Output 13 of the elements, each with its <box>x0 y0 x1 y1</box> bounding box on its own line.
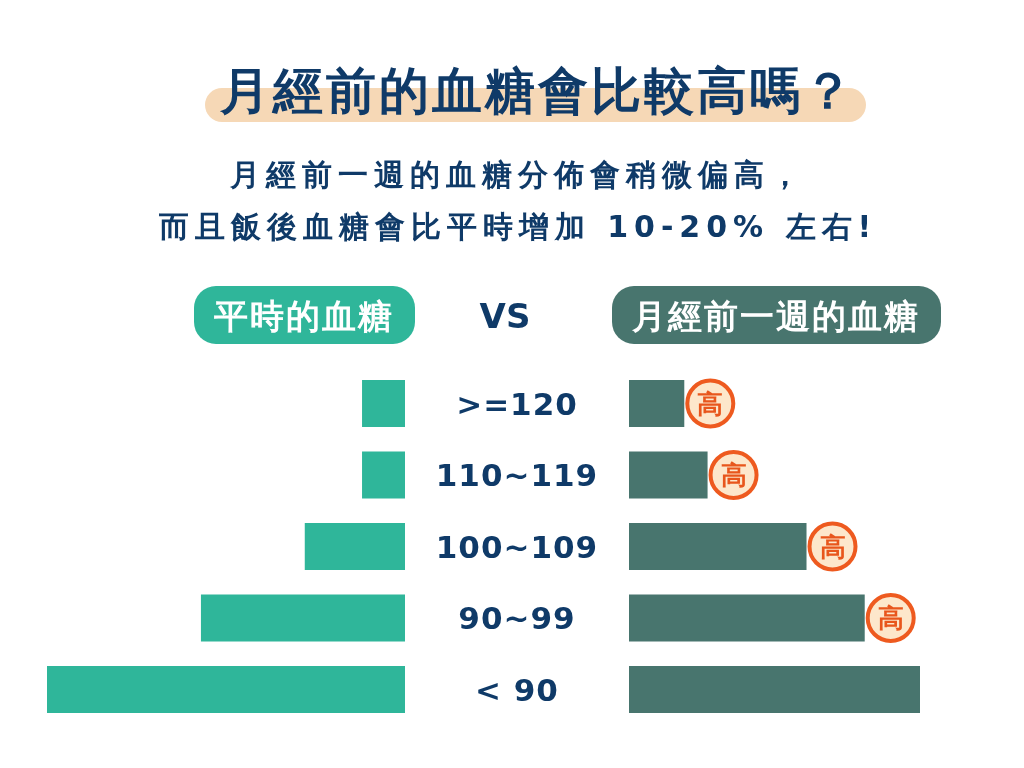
series-label: 月經前一週的血糖 <box>631 296 920 336</box>
annotation: 高 <box>697 388 724 419</box>
annotation: VS <box>479 296 531 336</box>
subtitle: 月經前一週的血糖分佈會稍微偏高，而且飯後血糖會比平時增加 10-20% 左右! <box>158 157 878 244</box>
annotation: 高 <box>865 593 916 643</box>
annotation: 高 <box>807 521 858 572</box>
series-label: 平時的血糖 <box>213 296 394 336</box>
annotation: 高 <box>819 531 846 562</box>
title: 月經前的血糖會比較高嗎？ <box>205 62 866 122</box>
annotation: 高 <box>708 450 759 500</box>
annotation: 高 <box>877 603 904 633</box>
annotation: 高 <box>685 378 736 429</box>
annotation: 高 <box>720 460 747 490</box>
